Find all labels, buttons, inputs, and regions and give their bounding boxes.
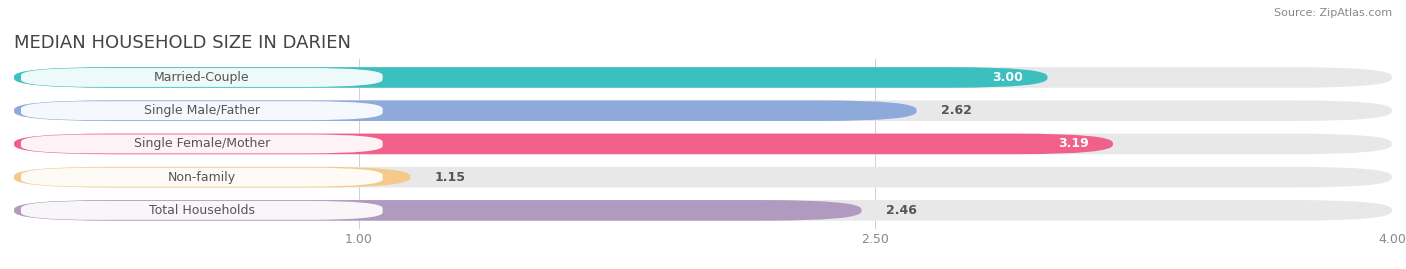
FancyBboxPatch shape <box>21 134 382 153</box>
Text: 3.19: 3.19 <box>1059 137 1088 150</box>
FancyBboxPatch shape <box>14 67 1392 88</box>
Text: 1.15: 1.15 <box>434 171 465 184</box>
FancyBboxPatch shape <box>14 100 1392 121</box>
Text: 2.46: 2.46 <box>886 204 917 217</box>
FancyBboxPatch shape <box>21 168 382 187</box>
Text: Single Female/Mother: Single Female/Mother <box>134 137 270 150</box>
Text: Source: ZipAtlas.com: Source: ZipAtlas.com <box>1274 8 1392 18</box>
FancyBboxPatch shape <box>21 201 382 220</box>
FancyBboxPatch shape <box>14 100 917 121</box>
FancyBboxPatch shape <box>14 167 1392 187</box>
Text: MEDIAN HOUSEHOLD SIZE IN DARIEN: MEDIAN HOUSEHOLD SIZE IN DARIEN <box>14 34 352 52</box>
FancyBboxPatch shape <box>14 134 1392 154</box>
Text: Married-Couple: Married-Couple <box>155 71 250 84</box>
FancyBboxPatch shape <box>14 167 411 187</box>
FancyBboxPatch shape <box>14 200 862 221</box>
FancyBboxPatch shape <box>14 67 1047 88</box>
Text: Single Male/Father: Single Male/Father <box>143 104 260 117</box>
FancyBboxPatch shape <box>21 101 382 120</box>
Text: 2.62: 2.62 <box>941 104 972 117</box>
Text: Non-family: Non-family <box>167 171 236 184</box>
FancyBboxPatch shape <box>21 68 382 87</box>
Text: 3.00: 3.00 <box>993 71 1024 84</box>
Text: Total Households: Total Households <box>149 204 254 217</box>
FancyBboxPatch shape <box>14 134 1114 154</box>
FancyBboxPatch shape <box>14 200 1392 221</box>
